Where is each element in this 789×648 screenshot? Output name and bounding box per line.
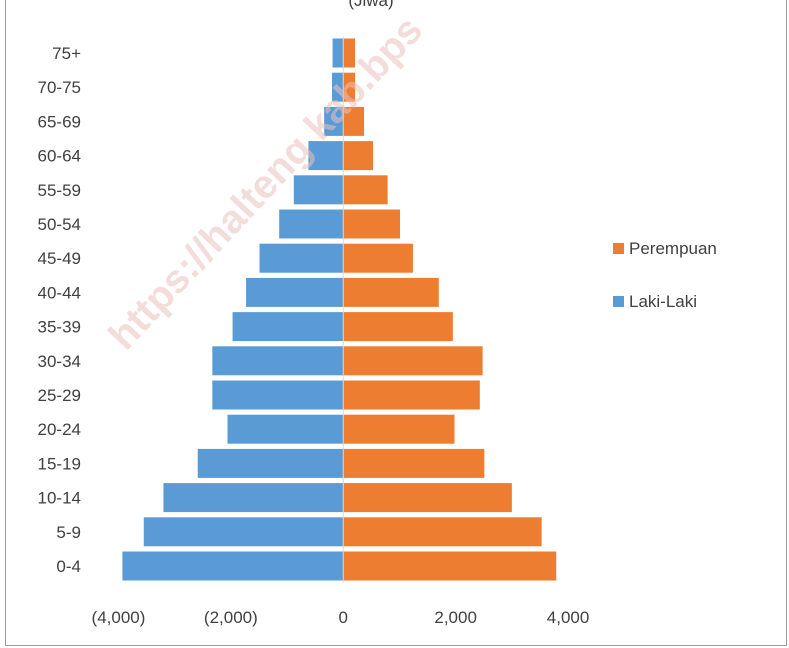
bars-layer <box>122 38 557 581</box>
bar-laki-laki-60-64 <box>308 141 344 171</box>
bar-perempuan-30-34 <box>343 346 483 376</box>
y-tick-label: 65-69 <box>38 112 81 131</box>
bar-laki-laki-75plus <box>332 38 344 68</box>
bar-laki-laki-15-19 <box>197 448 344 478</box>
bar-laki-laki-40-44 <box>246 277 344 307</box>
bar-perempuan-65-69 <box>343 106 365 136</box>
bar-perempuan-70-75 <box>343 72 356 102</box>
legend: Perempuan Laki-Laki <box>613 239 717 311</box>
bar-laki-laki-70-75 <box>332 72 344 102</box>
x-tick-label: (4,000) <box>92 608 146 627</box>
y-tick-label: 75+ <box>52 44 81 63</box>
legend-label-laki-laki: Laki-Laki <box>629 292 697 311</box>
population-pyramid-chart: (Jiwa) 0-4 5-9 10-14 15-19 20-24 25-29 30-34 35… <box>38 0 717 627</box>
bar-perempuan-5-9 <box>343 517 542 547</box>
y-axis-labels: 0-4 5-9 10-14 15-19 20-24 25-29 30-34 35-39 40-4… <box>38 44 82 576</box>
y-tick-label: 50-54 <box>38 215 81 234</box>
bar-perempuan-55-59 <box>343 175 388 205</box>
y-tick-label: 45-49 <box>38 249 81 268</box>
bar-perempuan-20-24 <box>343 414 455 444</box>
bar-laki-laki-30-34 <box>212 346 344 376</box>
x-axis-labels: (4,000) (2,000) 0 2,000 4,000 <box>92 608 590 627</box>
bar-perempuan-25-29 <box>343 380 480 410</box>
y-tick-label: 25-29 <box>38 386 81 405</box>
bar-laki-laki-35-39 <box>232 312 344 342</box>
bar-perempuan-40-44 <box>343 277 439 307</box>
y-tick-label: 60-64 <box>38 147 81 166</box>
y-tick-label: 55-59 <box>38 181 81 200</box>
x-tick-label: 4,000 <box>547 608 590 627</box>
bar-laki-laki-50-54 <box>279 209 344 239</box>
x-tick-label: 2,000 <box>434 608 477 627</box>
y-tick-label: 35-39 <box>38 318 81 337</box>
bar-perempuan-15-19 <box>343 448 485 478</box>
bar-perempuan-50-54 <box>343 209 401 239</box>
bar-laki-laki-0-4 <box>122 551 344 581</box>
y-tick-label: 5-9 <box>56 523 81 542</box>
x-tick-label: (2,000) <box>204 608 258 627</box>
bar-laki-laki-25-29 <box>212 380 344 410</box>
bar-laki-laki-20-24 <box>227 414 344 444</box>
bar-perempuan-35-39 <box>343 312 453 342</box>
legend-swatch-laki-laki <box>613 296 624 307</box>
bar-laki-laki-55-59 <box>293 175 344 205</box>
y-tick-label: 10-14 <box>38 489 81 508</box>
chart-frame: (Jiwa) 0-4 5-9 10-14 15-19 20-24 25-29 30-34 35… <box>5 0 787 646</box>
legend-swatch-perempuan <box>613 243 624 254</box>
y-tick-label: 0-4 <box>56 557 81 576</box>
y-tick-label: 70-75 <box>38 78 81 97</box>
y-tick-label: 30-34 <box>38 352 81 371</box>
chart-title: (Jiwa) <box>348 0 393 10</box>
x-tick-label: 0 <box>339 608 348 627</box>
bar-laki-laki-65-69 <box>324 106 344 136</box>
y-tick-label: 20-24 <box>38 420 81 439</box>
bar-laki-laki-45-49 <box>259 243 344 273</box>
bar-laki-laki-10-14 <box>163 483 344 513</box>
legend-label-perempuan: Perempuan <box>629 239 717 258</box>
bar-perempuan-45-49 <box>343 243 413 273</box>
bar-perempuan-60-64 <box>343 141 374 171</box>
y-tick-label: 40-44 <box>38 283 81 302</box>
bar-perempuan-75plus <box>343 38 356 68</box>
bar-perempuan-0-4 <box>343 551 557 581</box>
bar-perempuan-10-14 <box>343 483 512 513</box>
y-tick-label: 15-19 <box>38 454 81 473</box>
bar-laki-laki-5-9 <box>143 517 344 547</box>
